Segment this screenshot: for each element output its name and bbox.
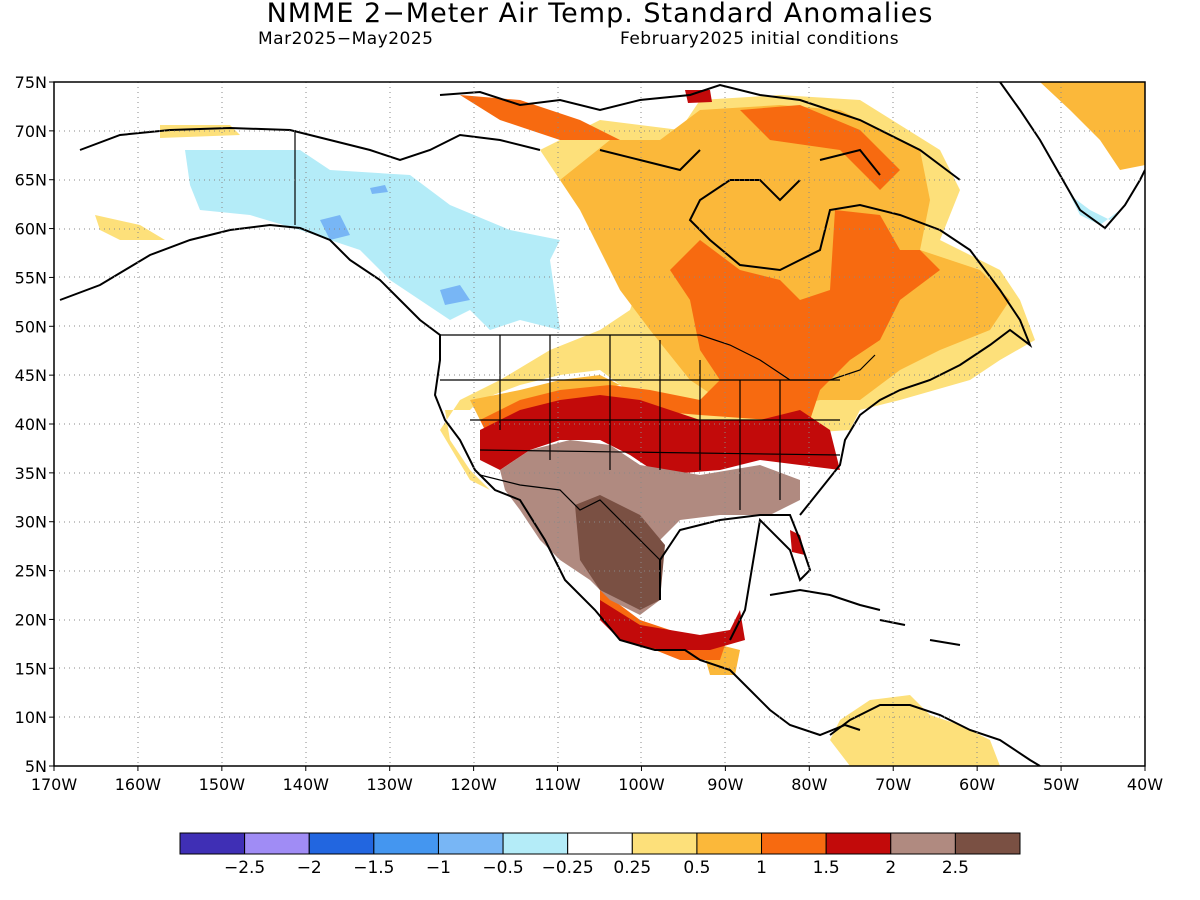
lat-tick-label: 65N [15,171,47,190]
us-canada-border [440,334,876,381]
colorbar-label: 2.5 [942,858,969,878]
colorbar-label: 0.25 [613,858,651,878]
orange-greenland [1040,82,1145,170]
coastlines [59,82,1145,766]
forecast-period: Mar2025−May2025 [258,29,434,49]
colorbar-swatch [954,832,1021,855]
us-mexico-border [479,474,661,561]
lon-tick-label: 40W [1127,775,1163,794]
light-positive-latam [830,695,1000,766]
lat-tick-label: 15N [15,659,47,678]
arctic-islands [439,83,961,181]
brown-mexico-core [575,495,665,610]
colorbar-swatch [179,832,246,855]
lat-tick-label: 60N [15,220,47,239]
colorbar-swatch [502,832,569,855]
lat-tick-label: 55N [15,268,47,287]
colorbar: −2.5 −2 −1.5 −1 −0.5 −0.25 0.25 0.5 1 1.5 2 2.5 [179,832,1021,878]
moderate-negative-patch [320,185,470,305]
weak-negative-western-canada [185,150,560,330]
colorbar-label: 1 [756,858,767,878]
colorbar-label: −0.25 [542,858,594,878]
lon-tick-label: 130W [367,775,414,794]
colorbar-swatch [696,832,763,855]
colorbar-label: −2.5 [224,858,265,878]
colorbar-swatch [308,832,375,855]
lon-tick-label: 120W [450,775,497,794]
lon-tick-label: 160W [115,775,162,794]
colorbar-label: 0.5 [683,858,710,878]
lon-tick-label: 70W [875,775,911,794]
state-lines [440,335,841,510]
anomaly-fill-layer [95,82,1145,766]
lat-tick-label: 75N [15,73,47,92]
longitude-axis: 170W 160W 150W 140W 130W 120W 110W 100W 90W 80W 70… [31,766,1163,794]
latitude-axis: 5N 10N 15N 20N 25N 30N 35N 40N 45N 50N 55N 60N 65N 70… [15,73,54,776]
colorbar-swatch [373,832,439,855]
lon-tick-label: 100W [618,775,665,794]
greenland-coast [999,82,1145,230]
colorbar-swatch [567,832,633,855]
positive-eastern-canada [560,105,1010,410]
colorbar-swatch [890,832,956,855]
lat-tick-label: 20N [15,610,47,629]
lon-tick-label: 90W [707,775,743,794]
lon-tick-label: 60W [959,775,995,794]
colorbar-swatch [244,832,310,855]
political-borders [294,130,876,561]
lat-tick-label: 25N [15,562,47,581]
north-america-coast [59,223,861,737]
colorbar-label: −0.5 [482,858,523,878]
lat-tick-label: 50N [15,317,47,336]
east-coast [688,179,1033,516]
lat-tick-label: 45N [15,366,47,385]
colorbar-swatch [437,832,504,855]
lon-tick-label: 170W [31,775,78,794]
colorbar-swatch [631,832,698,855]
colorbar-label: −1.5 [353,858,394,878]
gulf-coast [659,514,812,641]
colorbar-label: −1 [426,858,451,878]
cuba-caribbean [769,588,961,646]
lat-tick-label: 10N [15,708,47,727]
south-america-coast [829,704,1041,766]
lon-tick-label: 50W [1043,775,1079,794]
colorbar-label: 2 [885,858,896,878]
colorbar-label: 1.5 [813,858,840,878]
map-title: NMME 2−Meter Air Temp. Standard Anomalie… [266,0,934,29]
lat-tick-label: 5N [25,757,47,776]
graticule [54,82,1145,766]
lon-tick-label: 110W [534,775,581,794]
lon-tick-label: 80W [791,775,827,794]
lat-tick-label: 35N [15,464,47,483]
positive-central-us [480,210,940,440]
lat-tick-label: 40N [15,415,47,434]
colorbar-swatch [825,832,892,855]
initial-conditions: February2025 initial conditions [620,29,900,49]
lon-tick-label: 140W [283,775,330,794]
colorbar-label: −2 [297,858,322,878]
alaska-north-coast [79,126,541,162]
lat-tick-label: 70N [15,122,47,141]
lon-tick-label: 150W [199,775,246,794]
lat-tick-label: 30N [15,513,47,532]
colorbar-swatch [761,832,827,855]
